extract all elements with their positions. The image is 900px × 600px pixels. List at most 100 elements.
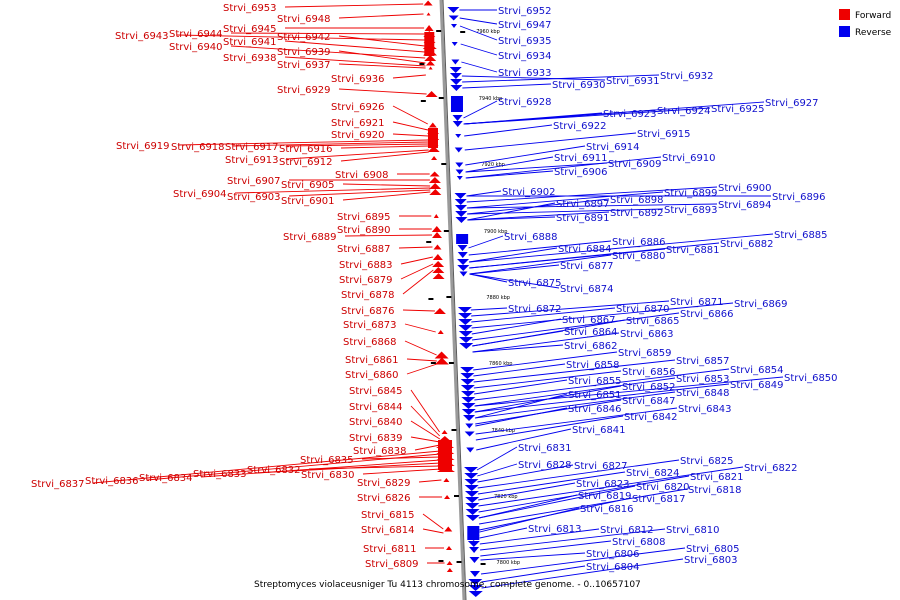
forward-label-leader xyxy=(392,121,429,131)
label-leaders xyxy=(92,3,784,589)
reverse-label-leader xyxy=(465,145,586,166)
reverse-gene-arrow xyxy=(469,547,480,553)
forward-label-leader xyxy=(410,436,441,443)
gene-mark xyxy=(426,241,432,243)
forward-gene-label: Strvi_6916 xyxy=(279,144,333,155)
reverse-gene-arrow xyxy=(468,579,483,585)
forward-gene-arrow xyxy=(429,183,442,189)
reverse-label-leader xyxy=(465,170,554,179)
reverse-gene-label: Strvi_6922 xyxy=(553,121,607,132)
forward-label-leader xyxy=(400,256,433,265)
reverse-label-leader xyxy=(468,235,504,249)
reverse-gene-label: Strvi_6819 xyxy=(578,491,632,502)
forward-gene-label: Strvi_6826 xyxy=(357,493,411,504)
forward-gene-label: Strvi_6811 xyxy=(363,544,417,555)
legend-reverse-label: Reverse xyxy=(855,28,892,38)
forward-label-leader xyxy=(410,389,440,433)
reverse-gene-label: Strvi_6928 xyxy=(498,97,552,108)
reverse-gene-label: Strvi_6877 xyxy=(560,261,614,272)
reverse-gene-label: Strvi_6886 xyxy=(612,237,666,248)
forward-label-leader xyxy=(361,456,441,460)
forward-label-leader xyxy=(234,187,431,194)
reverse-gene-arrow xyxy=(460,385,475,391)
forward-gene-arrow xyxy=(428,66,433,70)
forward-gene-label: Strvi_6809 xyxy=(365,559,419,570)
scale-tick-label: 7880 kbp xyxy=(486,295,510,301)
gene-mark xyxy=(420,100,426,102)
reverse-gene-arrow xyxy=(464,431,475,437)
reverse-gene-label: Strvi_6817 xyxy=(632,494,686,505)
reverse-gene-arrow xyxy=(465,497,480,503)
forward-label-leader xyxy=(418,479,442,483)
reverse-label-leader xyxy=(463,112,603,125)
reverse-gene-label: Strvi_6823 xyxy=(576,479,630,490)
reverse-label-leader xyxy=(459,17,498,25)
forward-label-leader xyxy=(338,88,427,95)
reverse-gene-arrow xyxy=(464,467,479,473)
forward-gene-label: Strvi_6918 xyxy=(171,142,225,153)
reverse-gene-label: Strvi_6818 xyxy=(688,485,742,496)
forward-gene-label: Strvi_6943 xyxy=(115,31,169,42)
legend-forward-swatch xyxy=(839,9,850,20)
reverse-gene-arrow xyxy=(470,571,481,577)
legend-reverse-swatch xyxy=(839,26,850,37)
forward-gene-label: Strvi_6908 xyxy=(335,170,389,181)
reverse-label-leader xyxy=(466,191,664,209)
forward-label-leader xyxy=(284,40,426,53)
forward-gene-block xyxy=(427,128,438,148)
forward-gene-label: Strvi_6878 xyxy=(341,290,395,301)
reverse-gene-arrow xyxy=(457,259,470,265)
reverse-label-leader xyxy=(477,471,626,495)
reverse-label-leader xyxy=(468,240,612,256)
reverse-gene-label: Strvi_6915 xyxy=(637,129,691,140)
forward-label-leader xyxy=(404,340,437,356)
forward-gene-arrow xyxy=(425,60,435,66)
reverse-gene-block xyxy=(450,96,463,112)
forward-label-leader xyxy=(410,405,441,437)
reverse-gene-label: Strvi_6846 xyxy=(568,404,622,415)
reverse-label-leader xyxy=(473,359,676,383)
reverse-gene-label: Strvi_6859 xyxy=(618,348,672,359)
forward-gene-label: Strvi_6912 xyxy=(279,157,333,168)
reverse-gene-arrow xyxy=(465,509,480,515)
reverse-label-leader xyxy=(478,494,578,519)
reverse-gene-label: Strvi_6825 xyxy=(680,456,734,467)
reverse-label-leader xyxy=(474,379,568,395)
reverse-gene-arrow xyxy=(454,205,467,211)
forward-label-leader xyxy=(338,50,426,64)
forward-label-leader xyxy=(342,183,431,187)
forward-gene-label: Strvi_6868 xyxy=(343,337,397,348)
reverse-gene-arrow xyxy=(464,473,479,479)
reverse-label-leader xyxy=(464,124,553,137)
reverse-gene-label: Strvi_6882 xyxy=(720,239,774,250)
reverse-gene-arrow xyxy=(457,245,468,251)
forward-label-leader xyxy=(422,513,444,530)
forward-gene-block xyxy=(424,32,435,56)
forward-gene-label: Strvi_6883 xyxy=(339,260,393,271)
reverse-label-leader xyxy=(472,344,564,353)
forward-gene-arrow xyxy=(423,0,433,6)
reverse-gene-label: Strvi_6858 xyxy=(566,360,620,371)
reverse-gene-label: Strvi_6866 xyxy=(680,309,734,320)
reverse-label-leader xyxy=(477,464,574,483)
scale-tick-label: 7940 kbp xyxy=(479,96,503,102)
reverse-label-leader xyxy=(472,330,564,347)
reverse-gene-label: Strvi_6803 xyxy=(684,555,738,566)
reverse-gene-label: Strvi_6892 xyxy=(610,208,664,219)
forward-gene-label: Strvi_6860 xyxy=(345,370,399,381)
reverse-gene-label: Strvi_6931 xyxy=(606,76,660,87)
reverse-gene-label: Strvi_6822 xyxy=(744,463,798,474)
forward-gene-label: Strvi_6833 xyxy=(193,469,247,480)
reverse-label-leader xyxy=(478,482,576,501)
reverse-gene-label: Strvi_6891 xyxy=(556,213,610,224)
reverse-label-leader xyxy=(469,264,560,275)
reverse-label-leader xyxy=(465,156,554,173)
forward-label-leader xyxy=(338,35,425,47)
reverse-gene-label: Strvi_6933 xyxy=(498,68,552,79)
forward-gene-arrow xyxy=(446,568,453,572)
reverse-gene-arrow xyxy=(459,337,474,343)
reverse-gene-label: Strvi_6923 xyxy=(603,109,657,120)
forward-gene-label: Strvi_6940 xyxy=(169,42,223,53)
forward-gene-label: Strvi_6861 xyxy=(345,355,399,366)
reverse-gene-arrow xyxy=(464,491,479,497)
